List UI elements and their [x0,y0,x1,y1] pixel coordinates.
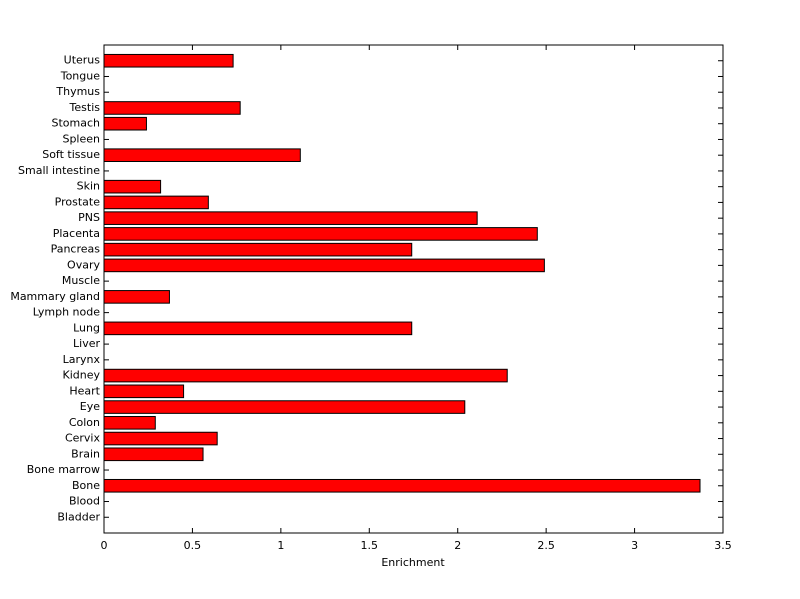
x-tick-label: 1 [277,539,284,552]
bar [103,321,413,336]
x-tick-label: 1.5 [361,539,379,552]
bar [103,368,508,383]
bar [103,148,301,162]
y-tick-label: Small intestine [18,164,100,177]
x-tick-label: 0 [101,539,108,552]
y-tick-label: Cervix [65,432,101,445]
y-tick-label: Uterus [64,54,101,67]
bar [103,431,218,446]
bar [103,290,170,304]
bar [103,416,156,430]
y-tick-label: Tongue [60,69,101,82]
bar [103,478,701,493]
y-tick-label: Larynx [63,353,101,366]
y-tick-label: Thymus [55,85,100,98]
y-tick-label: Ovary [67,258,100,271]
y-tick-label: Lymph node [33,306,100,319]
y-tick-label: Kidney [62,369,100,382]
bar [103,195,209,210]
y-tick-label: Lung [73,321,100,334]
x-tick-label: 3 [631,539,638,552]
y-tick-label: Blood [69,495,100,508]
x-tick-label: 0.5 [184,539,202,552]
bar [103,179,162,194]
y-tick-label: Pancreas [51,243,101,256]
y-tick-label: Placenta [53,227,100,240]
y-tick-label: Liver [73,337,100,350]
y-tick-label: Muscle [62,274,100,287]
y-tick-label: Testis [69,101,101,114]
bar [103,211,478,225]
y-tick-label: Brain [71,447,100,460]
y-tick-label: Mammary gland [10,290,100,303]
bar [103,53,234,68]
bar [103,258,545,273]
bar [103,227,538,241]
bar [103,116,147,131]
y-tick-label: Prostate [55,195,101,208]
y-tick-label: PNS [78,211,100,224]
y-tick-label: Spleen [62,132,100,145]
y-tick-label: Colon [69,416,100,429]
y-tick-label: Bladder [57,510,100,523]
y-tick-label: Skin [77,180,100,193]
y-tick-label: Stomach [51,117,100,130]
x-tick-label: 3.5 [714,539,732,552]
bar [103,101,241,115]
y-tick-label: Bone marrow [27,463,100,476]
y-tick-label: Bone [72,479,100,492]
x-axis-label: Enrichment [381,556,445,569]
y-tick-label: Heart [69,384,100,397]
x-tick-label: 2 [454,539,461,552]
x-tick-label: 2.5 [537,539,555,552]
bar [103,384,185,399]
bar [103,242,413,257]
bar [103,447,204,462]
y-tick-label: Soft tissue [42,148,100,161]
bar [103,400,466,414]
plot-frame [103,44,724,534]
y-tick-label: Eye [80,400,100,413]
